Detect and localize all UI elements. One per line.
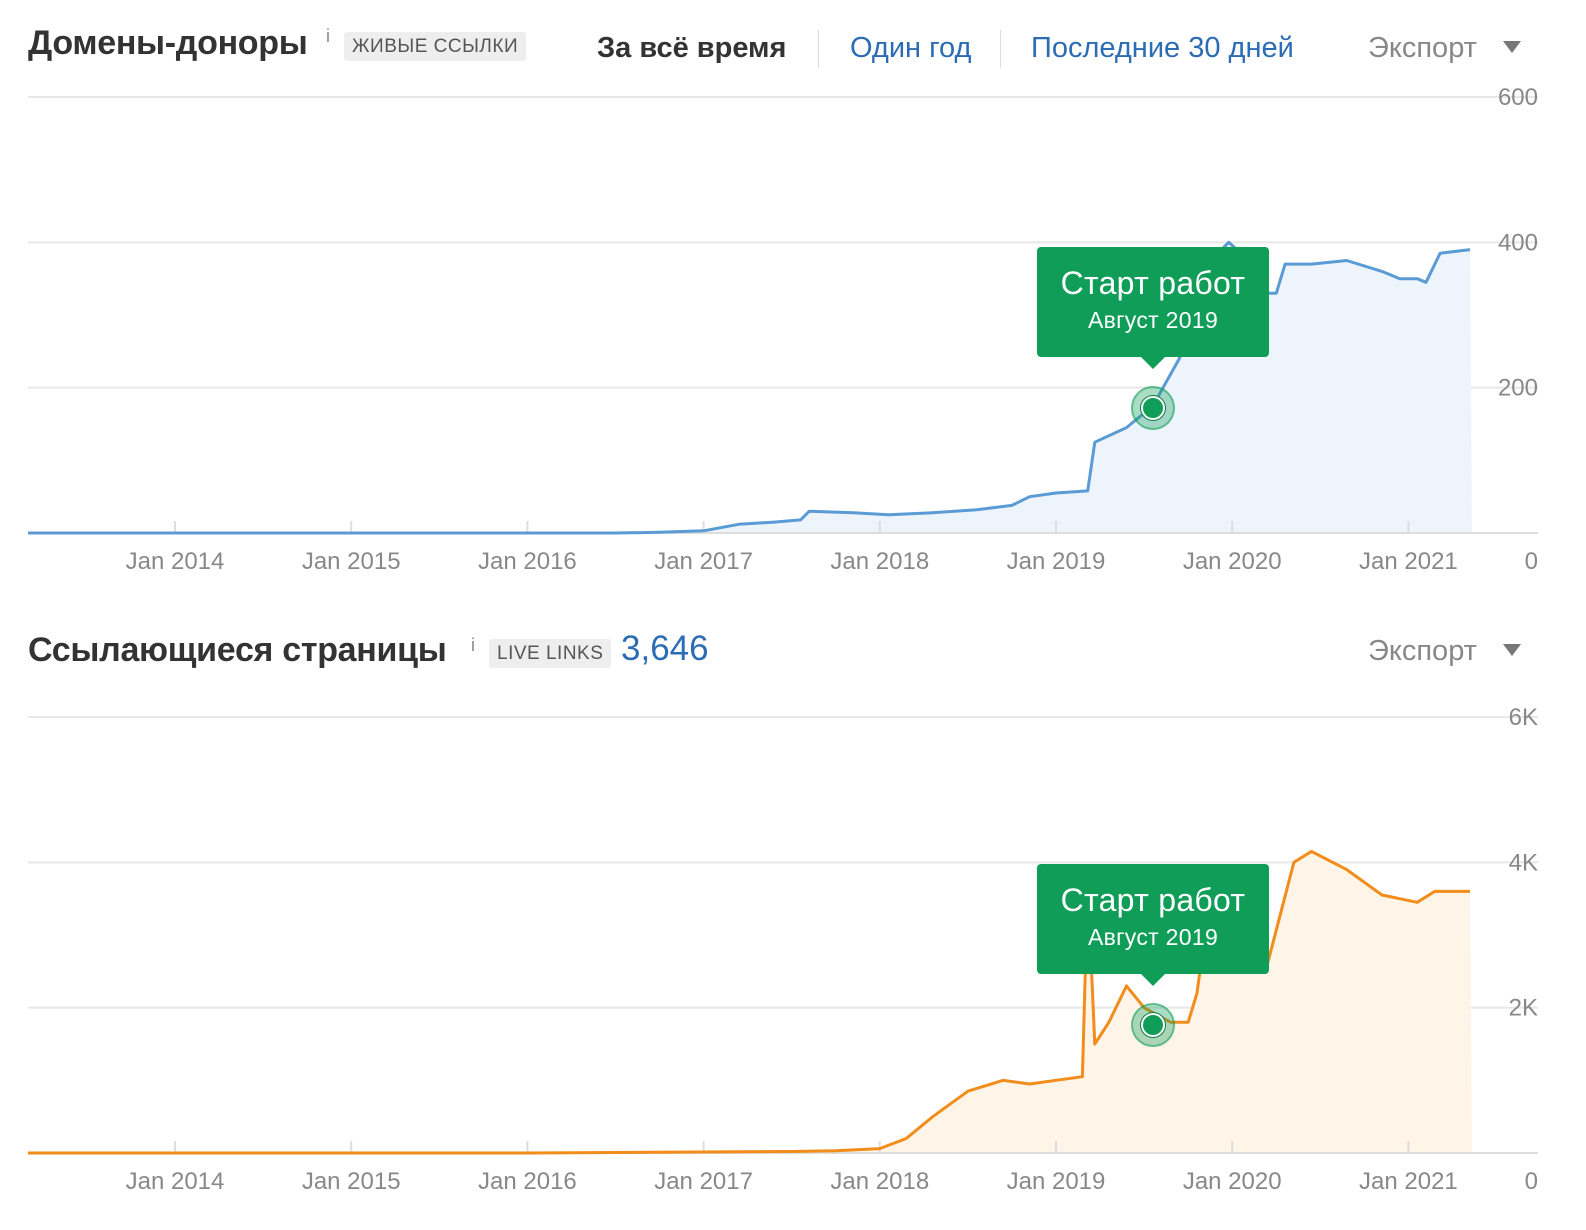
x-tick-label: Jan 2020 (1183, 1168, 1282, 1195)
x-tick-label: Jan 2016 (478, 1168, 577, 1195)
referring-pages-header: Ссылающиеся страницы i LIVE LINKS 3,646 … (28, 615, 1558, 705)
page-title: Ссылающиеся страницы (28, 631, 447, 669)
export-button[interactable]: Экспорт (1368, 635, 1477, 667)
y-tick-label: 6K (1509, 704, 1538, 731)
chevron-down-icon[interactable] (1503, 41, 1521, 53)
x-tick-label: Jan 2017 (654, 548, 753, 575)
x-tick-label: Jan 2021 (1359, 548, 1458, 575)
x-tick-label: Jan 2018 (830, 1168, 929, 1195)
y-tick-label: 400 (1498, 229, 1538, 256)
referring-domains-chart: 600 400 200 0 Jan 2014 Jan 2015 Jan 2016 Jan 20… (28, 84, 1538, 575)
live-links-count: 3,646 (621, 629, 709, 668)
info-icon[interactable]: i (326, 26, 330, 46)
export-button[interactable]: Экспорт (1368, 32, 1477, 64)
x-tick-label: Jan 2019 (1007, 548, 1106, 575)
x-tick-label: Jan 2017 (654, 1168, 753, 1195)
annotation-marker-dot (1141, 396, 1165, 420)
x-tick-label: Jan 2020 (1183, 548, 1282, 575)
series-area (28, 851, 1472, 1153)
annotation-subtitle: Август 2019 (1087, 924, 1219, 950)
x-tick-label: Jan 2015 (302, 548, 401, 575)
tab-divider (818, 30, 819, 68)
tab-divider (1000, 30, 1001, 68)
series-line (28, 849, 1470, 1155)
referring-pages-panel: 6K 4K 2K 0 Jan 2014 Jan 2015 Jan 2016 Jan 2017 J… (0, 615, 1586, 1230)
referring-domains-panel: 600 400 200 0 Jan 2014 Jan 2015 Jan 2016 Jan 20… (0, 0, 1586, 610)
y-tick-label: 200 (1498, 375, 1538, 402)
y-tick-label: 0 (1525, 548, 1538, 575)
x-tick-label: Jan 2018 (830, 548, 929, 575)
annotation-callout: Старт работ Август 2019 (1037, 247, 1269, 369)
annotation-marker[interactable] (1131, 1003, 1175, 1047)
annotation-callout: Старт работ Август 2019 (1037, 864, 1269, 986)
x-tick-label: Jan 2014 (126, 1168, 225, 1195)
x-tick-label: Jan 2014 (126, 548, 225, 575)
y-tick-label: 600 (1498, 84, 1538, 111)
x-tick-label: Jan 2019 (1007, 1168, 1106, 1195)
series-area (28, 242, 1472, 534)
x-tick-label: Jan 2016 (478, 548, 577, 575)
x-tick-label: Jan 2015 (302, 1168, 401, 1195)
live-links-badge: ЖИВЫЕ ССЫЛКИ (344, 32, 527, 61)
annotation-title: Старт работ (1060, 882, 1246, 918)
y-tick-label: 4K (1509, 849, 1538, 876)
referring-pages-chart: 6K 4K 2K 0 Jan 2014 Jan 2015 Jan 2016 Jan 2017 J… (28, 704, 1538, 1195)
y-tick-label: 2K (1509, 995, 1538, 1022)
y-tick-label: 0 (1525, 1168, 1538, 1195)
referring-domains-header: Домены-доноры i ЖИВЫЕ ССЫЛКИ За всё врем… (28, 0, 1558, 90)
info-icon[interactable]: i (471, 635, 475, 655)
annotation-subtitle: Август 2019 (1087, 307, 1219, 333)
live-links-badge: LIVE LINKS (489, 639, 612, 668)
chevron-down-icon[interactable] (1503, 644, 1521, 656)
page-title: Домены-доноры (28, 24, 308, 62)
annotation-title: Старт работ (1060, 265, 1246, 301)
tab-all-time[interactable]: За всё время (597, 32, 787, 64)
tab-one-year[interactable]: Один год (850, 32, 972, 64)
annotation-marker-dot (1141, 1013, 1165, 1037)
x-tick-label: Jan 2021 (1359, 1168, 1458, 1195)
annotation-marker[interactable] (1131, 386, 1175, 430)
tab-last-30-days[interactable]: Последние 30 дней (1031, 32, 1294, 64)
